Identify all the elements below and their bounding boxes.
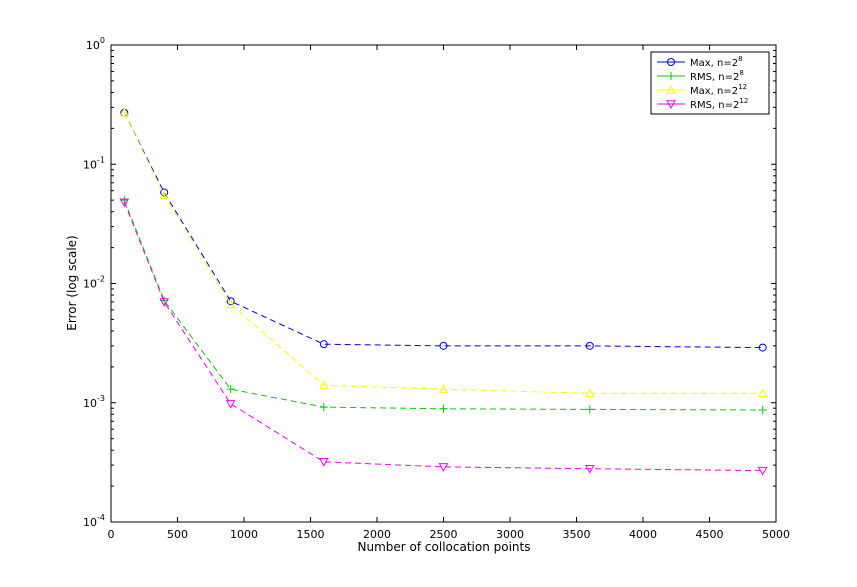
data-point [225,299,236,308]
series-line [123,202,763,472]
legend-marker [667,72,675,80]
data-point [319,403,328,412]
y-tick-label: 10-4 [83,513,105,529]
legend-label: Max, n=212 [690,83,747,97]
y-tick-exponent: 0 [100,36,105,45]
x-tick-label: 1000 [230,528,258,541]
series-1 [120,196,767,414]
data-point [438,463,449,472]
y-tick-base: 10 [83,516,97,529]
x-tick-label: 500 [167,528,188,541]
y-tick-label: 10-2 [83,275,105,291]
legend-series-exponent: 8 [739,69,743,77]
legend-label: RMS, n=212 [690,97,748,111]
legend-series-name: Max, n=2 [690,58,738,69]
data-point [119,198,130,208]
legend-label: Max, n=28 [690,55,743,69]
legend-series-exponent: 12 [739,97,748,105]
x-tick-label: 5000 [762,528,790,541]
series-2 [119,107,768,398]
legend-label: RMS, n=28 [690,69,744,83]
ticks-layer: 0 500 1000 1500 2000 2500 3000 3500 4000 4500 5000… [83,36,790,541]
data-point [319,340,328,349]
data-point [159,298,170,308]
legend-marker [666,84,676,94]
x-tick-label: 0 [108,528,115,541]
data-point [225,400,236,409]
data-point [119,107,130,117]
y-tick-base: 10 [83,158,97,171]
data-point [159,190,170,199]
y-tick-exponent: -2 [97,275,105,284]
y-tick-exponent: -3 [97,394,105,403]
legend-series-name: RMS, n=2 [690,100,739,111]
x-tick-label: 4000 [629,528,657,541]
y-tick-exponent: -4 [97,513,105,522]
data-point [757,388,768,398]
legend-marker [666,100,676,110]
data-point [584,464,595,474]
y-tick-base: 10 [83,397,97,410]
x-tick-label: 1500 [297,528,325,541]
data-point [439,341,448,350]
data-point [758,405,767,414]
y-axis-label: Error (log scale) [65,235,79,330]
x-tick-label: 3000 [496,528,524,541]
y-tick-base: 10 [86,39,100,52]
legend-series-name: Max, n=2 [690,86,738,97]
x-tick-label: 2000 [363,528,391,541]
legend-series-exponent: 12 [738,83,747,91]
data-point [585,341,594,350]
data-point [439,404,448,413]
series-layer [119,107,768,476]
y-tick-exponent: -1 [97,155,105,164]
x-axis-label: Number of collocation points [358,540,531,554]
legend-entry: RMS, n=28 [657,69,744,83]
data-point [226,385,235,394]
y-tick-label: 100 [86,36,105,52]
data-point [757,466,768,476]
data-point [318,380,329,390]
data-point [438,384,449,393]
y-tick-label: 10-3 [83,394,105,410]
data-point [318,458,329,467]
x-tick-label: 2500 [430,528,458,541]
plot-area [111,45,776,522]
legend-entry: Max, n=212 [657,83,747,97]
series-line [123,112,763,349]
x-tick-label: 3500 [563,528,591,541]
data-point [584,388,595,398]
y-tick-label: 10-1 [83,155,105,171]
data-point [226,297,235,306]
data-point [758,343,767,352]
plot-background [111,45,776,522]
legend-series-exponent: 8 [738,55,742,63]
x-tick-label: 4500 [696,528,724,541]
data-point [585,405,594,414]
legend-entry: RMS, n=212 [657,97,748,111]
legend-marker [667,58,675,66]
y-tick-base: 10 [83,278,97,291]
series-3 [119,198,768,476]
series-line [123,112,763,394]
legend-series-name: RMS, n=2 [690,72,739,83]
legend-entry: Max, n=28 [657,55,743,69]
